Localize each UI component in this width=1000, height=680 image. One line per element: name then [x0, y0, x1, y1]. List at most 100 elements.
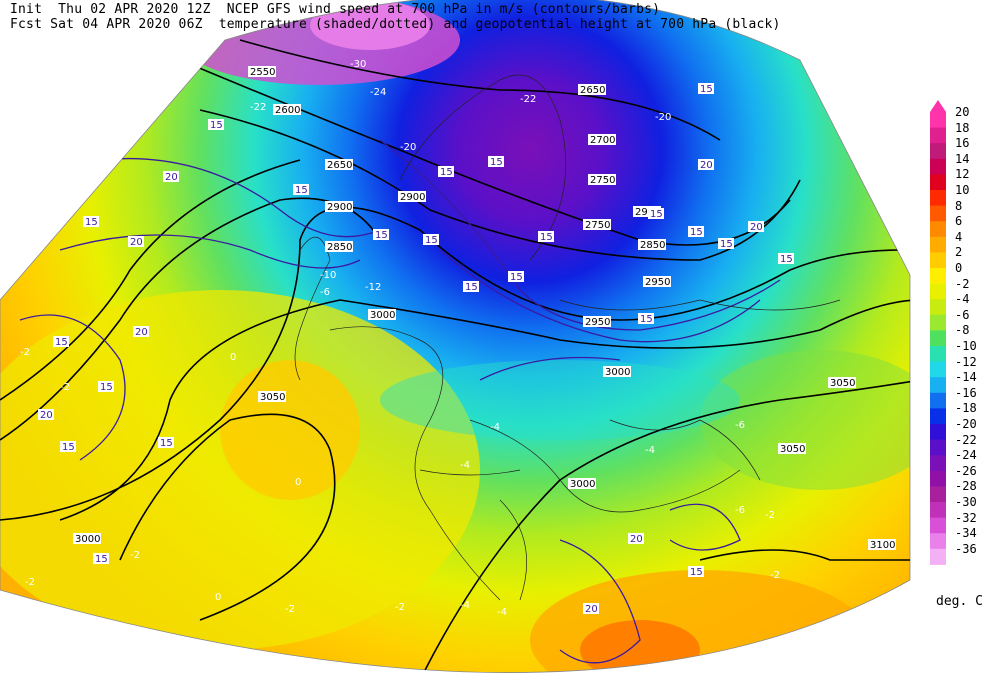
colorbar-swatch	[930, 533, 946, 550]
temp-label: -22	[250, 102, 266, 113]
temp-label: -2	[25, 577, 35, 588]
wind-label: 15	[62, 442, 75, 453]
colorbar-swatch	[930, 377, 946, 394]
colorbar-tick-label: -18	[955, 401, 977, 416]
colorbar-tick-label: -4	[955, 292, 970, 307]
temp-label: -4	[645, 445, 655, 456]
wind-label: 15	[700, 84, 713, 95]
height-label: 3050	[830, 378, 855, 389]
wind-contours	[19, 139, 781, 664]
colorbar-swatch	[930, 455, 946, 472]
wind-label: 20	[750, 222, 763, 233]
height-label: 2950	[585, 317, 610, 328]
colorbar-swatch	[930, 486, 946, 503]
colorbar-swatch	[930, 158, 946, 175]
wind-label: 20	[135, 327, 148, 338]
colorbar-swatch	[930, 470, 946, 487]
height-label: 2550	[250, 67, 275, 78]
colorbar-tick-label: -34	[955, 526, 977, 541]
colorbar-swatch	[930, 268, 946, 285]
temp-label: -6	[735, 505, 745, 516]
height-label: 3000	[570, 479, 595, 490]
wind-label: 15	[490, 157, 503, 168]
temp-label: -2	[60, 382, 70, 393]
colorbar-swatch	[930, 283, 946, 300]
colorbar-swatch	[930, 439, 946, 456]
temp-label: -4	[460, 600, 470, 611]
height-label: 2850	[640, 240, 665, 251]
coastlines	[294, 74, 841, 601]
colorbar-swatch	[930, 205, 946, 222]
colorbar-swatch	[930, 346, 946, 363]
colorbar-tick-label: 4	[955, 229, 963, 244]
colorbar-tick-label: -22	[955, 432, 977, 447]
colorbar-tick-label: 14	[955, 151, 970, 166]
height-label: 2900	[327, 202, 352, 213]
colorbar-swatch	[930, 299, 946, 316]
height-label: 3000	[370, 310, 395, 321]
wind-label: 15	[440, 167, 453, 178]
temp-label: -10	[320, 270, 336, 281]
colorbar-swatch	[930, 330, 946, 347]
colorbar-swatch	[930, 502, 946, 519]
colorbar-tick-label: -36	[955, 541, 977, 556]
colorbar-swatch	[930, 112, 946, 129]
colorbar-tick-label: 12	[955, 167, 970, 182]
temp-label: -6	[320, 287, 330, 298]
colorbar-swatch	[930, 236, 946, 253]
wind-label: 20	[165, 172, 178, 183]
temp-label: -4	[460, 460, 470, 471]
colorbar-swatch	[930, 517, 946, 534]
wind-label: 20	[630, 534, 643, 545]
colorbar-tick-label: 20	[955, 105, 970, 119]
height-label: 2750	[585, 220, 610, 231]
wind-label: 15	[95, 554, 108, 565]
height-label: 2750	[590, 175, 615, 186]
wind-label: 15	[690, 567, 703, 578]
colorbar-swatch	[930, 221, 946, 238]
temp-label: -2	[765, 510, 775, 521]
colorbar-tick-label: -30	[955, 495, 977, 509]
temp-label: -20	[400, 142, 416, 153]
colorbar-tick-label: 2	[955, 245, 963, 260]
temp-label: 0	[215, 592, 221, 603]
colorbar-tick-label: -14	[955, 370, 977, 385]
colorbar-tick-label: -10	[955, 339, 977, 353]
height-label: 2650	[580, 85, 605, 96]
height-label: 3000	[75, 534, 100, 545]
colorbar-swatch	[930, 190, 946, 207]
colorbar-swatch	[930, 127, 946, 144]
colorbar-swatch	[930, 408, 946, 425]
height-label: 2600	[275, 105, 300, 116]
temp-label: -22	[520, 94, 536, 105]
wind-label: 15	[210, 120, 223, 131]
wind-label: 15	[425, 235, 438, 246]
temp-label: -6	[735, 420, 745, 431]
colorbar-tick-label: -8	[955, 323, 970, 338]
colorbar-units: deg. C	[936, 594, 983, 609]
wind-label: 15	[690, 227, 703, 238]
height-label: 2950	[645, 277, 670, 288]
colorbar-top-arrow	[930, 100, 946, 112]
colorbar-tick-label: -20	[955, 417, 977, 431]
domain-border	[0, 0, 911, 673]
temp-label: -24	[370, 87, 386, 98]
colorbar-swatch	[930, 174, 946, 191]
wind-label: 15	[295, 185, 308, 196]
temp-label: -12	[365, 282, 381, 293]
wind-label: 15	[375, 230, 388, 241]
wind-label: 15	[650, 209, 663, 220]
wind-label: 20	[130, 237, 143, 248]
colorbar-tick-label: 8	[955, 198, 963, 213]
temp-label: -2	[285, 604, 295, 615]
colorbar-tick-label: -6	[955, 307, 970, 322]
colorbar-tick-label: -28	[955, 479, 977, 494]
colorbar-swatch	[930, 392, 946, 409]
temp-label: -4	[490, 422, 500, 433]
header-line-2: Fcst Sat 04 APR 2020 06Z temperature (sh…	[10, 17, 781, 32]
temp-label: 0	[295, 477, 301, 488]
wind-label: 15	[780, 254, 793, 265]
